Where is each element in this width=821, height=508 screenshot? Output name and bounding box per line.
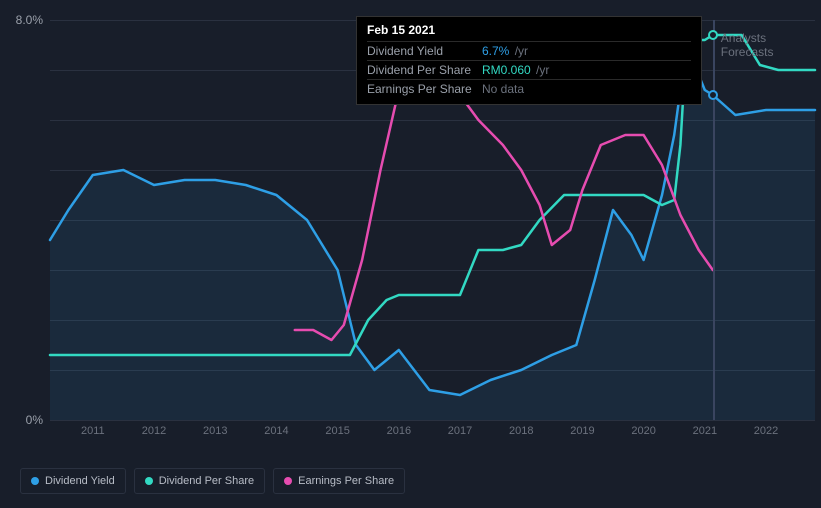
tooltip-row-label: Earnings Per Share: [367, 82, 482, 96]
tooltip-row: Dividend Per ShareRM0.060 /yr: [367, 60, 691, 79]
x-tick-label: 2012: [142, 425, 166, 437]
legend-dot-icon: [145, 477, 153, 485]
x-tick-label: 2016: [387, 425, 411, 437]
legend: Dividend Yield Dividend Per Share Earnings…: [20, 468, 405, 494]
x-tick-label: 2017: [448, 425, 472, 437]
tooltip-row-label: Dividend Yield: [367, 44, 482, 58]
x-tick-label: 2018: [509, 425, 533, 437]
tooltip-row: Earnings Per ShareNo data: [367, 79, 691, 98]
x-tick-label: 2014: [264, 425, 288, 437]
tooltip-row-value: RM0.060 /yr: [482, 63, 549, 77]
series-marker: [708, 30, 718, 40]
legend-dot-icon: [284, 477, 292, 485]
past-forecast-divider: [713, 20, 715, 420]
legend-item[interactable]: Dividend Yield: [20, 468, 126, 494]
x-tick-label: 2011: [81, 425, 105, 437]
legend-label: Earnings Per Share: [298, 475, 394, 487]
x-tick-label: 2020: [631, 425, 655, 437]
series-marker: [708, 90, 718, 100]
x-tick-label: 2015: [325, 425, 349, 437]
tooltip-row-label: Dividend Per Share: [367, 63, 482, 77]
x-tick-label: 2013: [203, 425, 227, 437]
tooltip-date: Feb 15 2021: [367, 23, 691, 37]
legend-label: Dividend Per Share: [159, 475, 254, 487]
tooltip-row: Dividend Yield6.7% /yr: [367, 41, 691, 60]
x-tick-label: 2021: [693, 425, 717, 437]
forecast-label: Analysts Forecasts: [721, 31, 815, 59]
legend-item[interactable]: Earnings Per Share: [273, 468, 405, 494]
legend-dot-icon: [31, 477, 39, 485]
tooltip-row-value: No data: [482, 82, 524, 96]
y-tick-label: 8.0%: [16, 13, 43, 27]
x-axis: 2011 2012 2013 2014 2015 2016 2017 2018 2019 2020…: [50, 425, 815, 445]
legend-label: Dividend Yield: [45, 475, 115, 487]
tooltip: Feb 15 2021 Dividend Yield6.7% /yrDivide…: [356, 16, 702, 105]
legend-item[interactable]: Dividend Per Share: [134, 468, 265, 494]
y-tick-label: 0%: [26, 413, 43, 427]
dividend-chart: Past Analysts Forecasts 8.0%0% 201120122…: [0, 0, 821, 508]
x-tick-label: 2019: [570, 425, 594, 437]
x-tick-label: 2022: [754, 425, 778, 437]
tooltip-row-value: 6.7% /yr: [482, 44, 528, 58]
